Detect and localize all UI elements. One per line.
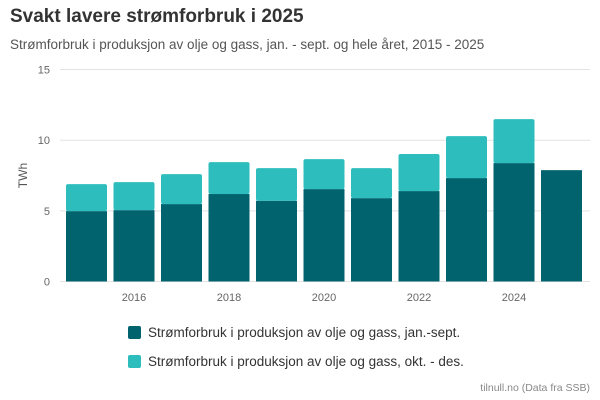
x-tick-label: 2020 — [312, 292, 336, 304]
bar-2023-series-2[interactable] — [446, 136, 487, 179]
bar-2016-series-2[interactable] — [113, 182, 155, 211]
bar-2016-series-1[interactable] — [113, 210, 155, 282]
bar-2024-series-2[interactable] — [493, 119, 535, 164]
bar-2018-series-2[interactable] — [208, 162, 250, 195]
legend-label: Strømforbruk i produksjon av olje og gas… — [148, 354, 464, 369]
bar-2019-series-1[interactable] — [256, 200, 297, 282]
y-tick-label: 15 — [38, 65, 50, 77]
legend-swatch — [128, 355, 141, 368]
x-tick-label: 2022 — [407, 292, 431, 304]
bar-2021-series-2[interactable] — [351, 168, 392, 199]
credit: tilnull.no (Data fra SSB) — [480, 382, 590, 394]
bar-2021-series-1[interactable] — [351, 198, 392, 282]
legend-item-jan-sept[interactable]: Strømforbruk i produksjon av olje og gas… — [128, 325, 460, 340]
legend-item-okt-des[interactable]: Strømforbruk i produksjon av olje og gas… — [128, 354, 464, 369]
bar-2015-series-1[interactable] — [66, 211, 107, 282]
bar-2015-series-2[interactable] — [66, 184, 107, 212]
x-tick-label: 2016 — [122, 292, 146, 304]
bar-2022-series-1[interactable] — [398, 191, 440, 282]
bar-2017-series-1[interactable] — [161, 204, 202, 282]
bar-2025-series-1[interactable] — [541, 170, 582, 282]
x-tick-label: 2018 — [217, 292, 241, 304]
y-axis-label: TWh — [16, 163, 30, 188]
bar-2020-series-1[interactable] — [303, 189, 345, 282]
bar-2020-series-2[interactable] — [303, 159, 345, 190]
legend-swatch — [128, 326, 141, 339]
y-tick-label: 5 — [44, 206, 50, 218]
legend-label: Strømforbruk i produksjon av olje og gas… — [148, 325, 461, 340]
bar-2023-series-1[interactable] — [446, 178, 487, 282]
bar-2018-series-1[interactable] — [208, 194, 250, 282]
bar-2019-series-2[interactable] — [256, 168, 297, 201]
y-tick-label: 10 — [38, 135, 50, 147]
bar-2024-series-1[interactable] — [493, 163, 535, 282]
chart-title: Svakt lavere strømforbruk i 2025 — [10, 6, 304, 27]
bar-2022-series-2[interactable] — [398, 154, 440, 192]
chart-subtitle: Strømforbruk i produksjon av olje og gas… — [10, 37, 485, 52]
x-tick-label: 2024 — [502, 292, 526, 304]
bar-chart: 0 5 10 15 TWh 2016 2018 2020 2022 2024 — [16, 65, 590, 304]
bar-2017-series-2[interactable] — [161, 174, 202, 205]
y-tick-label: 0 — [44, 277, 50, 289]
